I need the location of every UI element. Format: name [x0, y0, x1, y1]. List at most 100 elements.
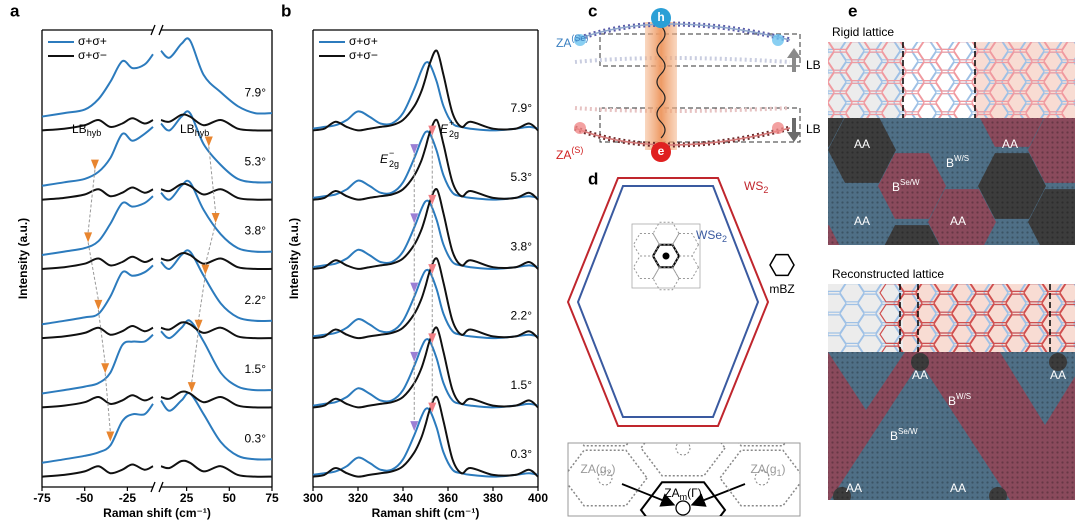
lattice-hex: [917, 61, 943, 82]
gamma-dot: [662, 252, 670, 260]
angle-label: 1.5°: [245, 362, 267, 376]
lattice-hex: [1025, 82, 1051, 103]
peak-marker: [428, 125, 437, 136]
peak-marker: [410, 213, 419, 224]
peak-marker: [204, 136, 213, 147]
lattice-hex: [879, 284, 905, 303]
lattice-hex: [828, 93, 853, 113]
lattice-hex: [1059, 324, 1075, 344]
peak-marker: [428, 333, 437, 344]
mbz-hex: [769, 253, 795, 277]
za-end: ): [782, 462, 786, 476]
za-text: ZA(g: [580, 462, 606, 476]
panel-letter: c: [588, 1, 597, 20]
peak-marker: [94, 299, 103, 310]
lattice-hex: [881, 61, 907, 82]
angle-label: 7.9°: [245, 85, 267, 99]
lattice-hex: [953, 61, 979, 82]
y-axis-label: Intensity (a.u.): [287, 218, 301, 299]
atom-highlight: [772, 34, 784, 46]
lattice-hex: [971, 72, 997, 92]
lattice-hex: [810, 21, 834, 39]
zoom-box: [631, 223, 701, 289]
annotation-sub: 2g: [389, 159, 399, 169]
lattice-hex: [900, 42, 924, 51]
za-sup: (S): [571, 145, 583, 155]
spectrum-line: [41, 182, 273, 201]
layer-chain: [574, 56, 791, 64]
lattice-hex: [969, 293, 995, 313]
lattice-hex: [1073, 342, 1075, 348]
lattice-hex: [857, 314, 883, 334]
lattice-hex: [1059, 303, 1075, 324]
lattice-hex: [830, 113, 850, 118]
lattice-hex: [917, 42, 943, 61]
lattice-hex: [915, 284, 941, 303]
angle-label: 3.8°: [245, 224, 267, 238]
lattice-hex: [1025, 61, 1051, 82]
lattice-hex: [1025, 42, 1051, 61]
lattice-hex: [1056, 263, 1080, 281]
aa-label: AA: [912, 368, 928, 382]
inset-hexes: [568, 411, 800, 516]
lattice-hex: [1073, 321, 1075, 327]
lattice-hex: [1023, 324, 1049, 344]
angle-label: 5.3°: [245, 155, 267, 169]
lattice-hex: [828, 72, 853, 92]
b-label: BSe/W: [892, 178, 920, 194]
lattice-hex: [1023, 303, 1049, 324]
peak-marker: [211, 212, 220, 223]
x-tick-label: 75: [265, 491, 279, 505]
lattice-hex: [1073, 100, 1075, 106]
x-tick-label: -75: [33, 491, 51, 505]
wavefunction: [656, 25, 666, 139]
lattice-hex: [952, 263, 976, 281]
lattice-hex: [897, 314, 923, 334]
lattice-hex: [1026, 21, 1050, 39]
za-label: ZA(S): [556, 145, 583, 162]
rigid-lattice: [828, 118, 1075, 245]
x-tick-label: 300: [303, 491, 323, 505]
lattice-hex: [1020, 263, 1044, 281]
lattice-hex: [828, 51, 853, 71]
za-sup: (Se): [571, 33, 588, 43]
panel-c: c h e LB LB ZA(Se) ZA(S): [556, 1, 821, 162]
lattice-hex: [864, 42, 888, 51]
lattice-hex: [915, 324, 941, 344]
strip-lattice: [828, 263, 1080, 352]
panel-e: e Rigid lattice Reconstructed lattice AA…: [810, 1, 1080, 500]
x-tick-label: -25: [119, 491, 137, 505]
chart: b 300 320 340 360 380 400 Raman shift (cm⁻¹) Int…: [281, 1, 548, 520]
mbz-hex: [671, 233, 700, 257]
gamma-circle: [675, 500, 691, 516]
panel-letter: e: [848, 1, 857, 20]
lattice-hex: [951, 324, 977, 344]
atom-highlight: [772, 122, 784, 134]
atom-texture: [828, 118, 1075, 245]
lattice-hex: [839, 303, 865, 324]
electron: [651, 142, 671, 162]
lattice-hex: [954, 21, 978, 39]
aa-label: AA: [950, 214, 966, 228]
lattice-hex: [1041, 293, 1067, 313]
atom-highlight: [574, 122, 586, 134]
lattice-hex: [899, 51, 925, 71]
aa-label: AA: [1050, 368, 1066, 382]
lattice-hex: [936, 42, 960, 51]
annotation-sup: −: [389, 148, 394, 158]
lattice-hex: [1043, 72, 1069, 92]
za-text: ZA: [664, 486, 679, 500]
wse2-label: WSe2: [696, 228, 727, 244]
layer-bond: [574, 23, 791, 41]
legend-label: σ+σ+: [78, 34, 107, 48]
lattice-hex: [1025, 345, 1047, 352]
layer-box: [599, 33, 801, 67]
peak-marker: [106, 431, 115, 442]
bz-hex: [639, 481, 727, 516]
x-axis-label: Raman shift (cm⁻¹): [103, 506, 211, 520]
bz-center: [755, 411, 769, 425]
b-text: B: [948, 394, 956, 408]
guide-line: [204, 222, 217, 265]
aa-label: AA: [950, 481, 966, 495]
lattice-hex: [989, 345, 1011, 352]
